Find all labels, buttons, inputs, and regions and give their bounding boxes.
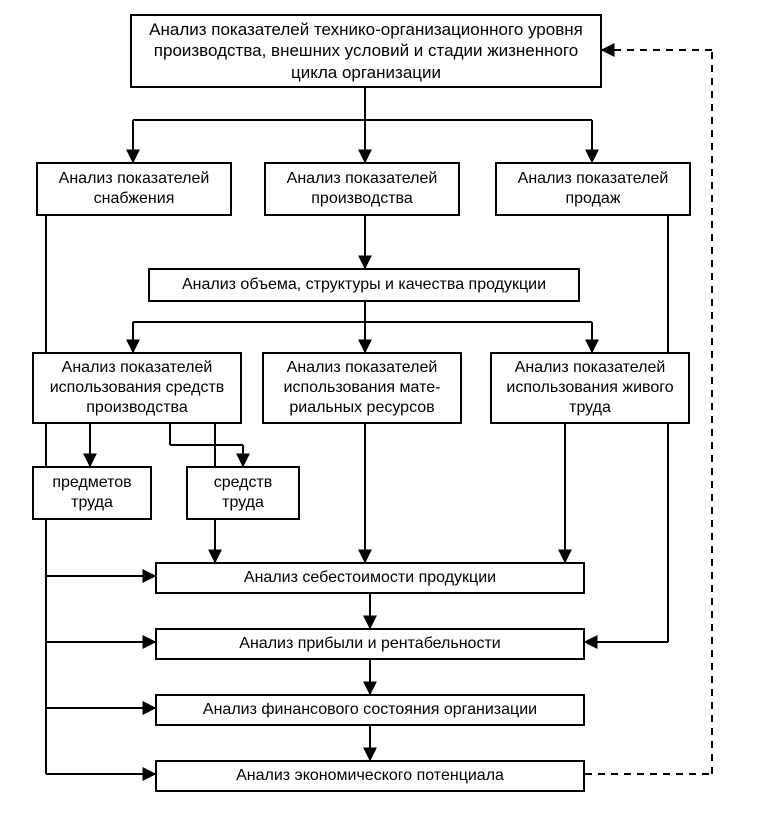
node-label: Анализ показателей использования средств…: [40, 358, 234, 418]
node-n_supply: Анализ показателей снабжения: [36, 162, 232, 216]
node-label: Анализ показателей использования живого …: [498, 358, 682, 418]
node-label: Анализ объема, структуры и качества прод…: [182, 275, 546, 295]
node-n_material: Анализ показателей использования мате- р…: [262, 352, 462, 424]
node-n_labor: Анализ показателей использования живого …: [490, 352, 690, 424]
node-n_means: Анализ показателей использования средств…: [32, 352, 242, 424]
node-n_meansL: средств труда: [186, 466, 300, 520]
node-label: Анализ показателей использования мате- р…: [270, 358, 454, 418]
node-n_fin: Анализ финансового состояния организации: [155, 694, 585, 726]
node-label: Анализ показателей снабжения: [44, 169, 224, 209]
node-n_econ: Анализ экономического потенциала: [155, 760, 585, 792]
node-label: средств труда: [194, 473, 292, 513]
node-label: Анализ показателей продаж: [503, 169, 683, 209]
node-n_sales: Анализ показателей продаж: [495, 162, 691, 216]
node-label: Анализ себестоимости продукции: [244, 568, 496, 588]
node-label: Анализ экономического потенциала: [236, 766, 504, 786]
node-label: Анализ показателей технико-организационн…: [138, 19, 594, 83]
node-n_top: Анализ показателей технико-организационн…: [130, 14, 602, 88]
node-n_volume: Анализ объема, структуры и качества прод…: [148, 268, 580, 302]
node-label: предметов труда: [40, 473, 144, 513]
node-n_prod: Анализ показателей производства: [264, 162, 460, 216]
node-label: Анализ показателей производства: [272, 169, 452, 209]
node-n_objects: предметов труда: [32, 466, 152, 520]
node-label: Анализ прибыли и рентабельности: [239, 634, 500, 654]
node-n_cost: Анализ себестоимости продукции: [155, 562, 585, 594]
node-label: Анализ финансового состояния организации: [203, 700, 537, 720]
node-n_profit: Анализ прибыли и рентабельности: [155, 628, 585, 660]
